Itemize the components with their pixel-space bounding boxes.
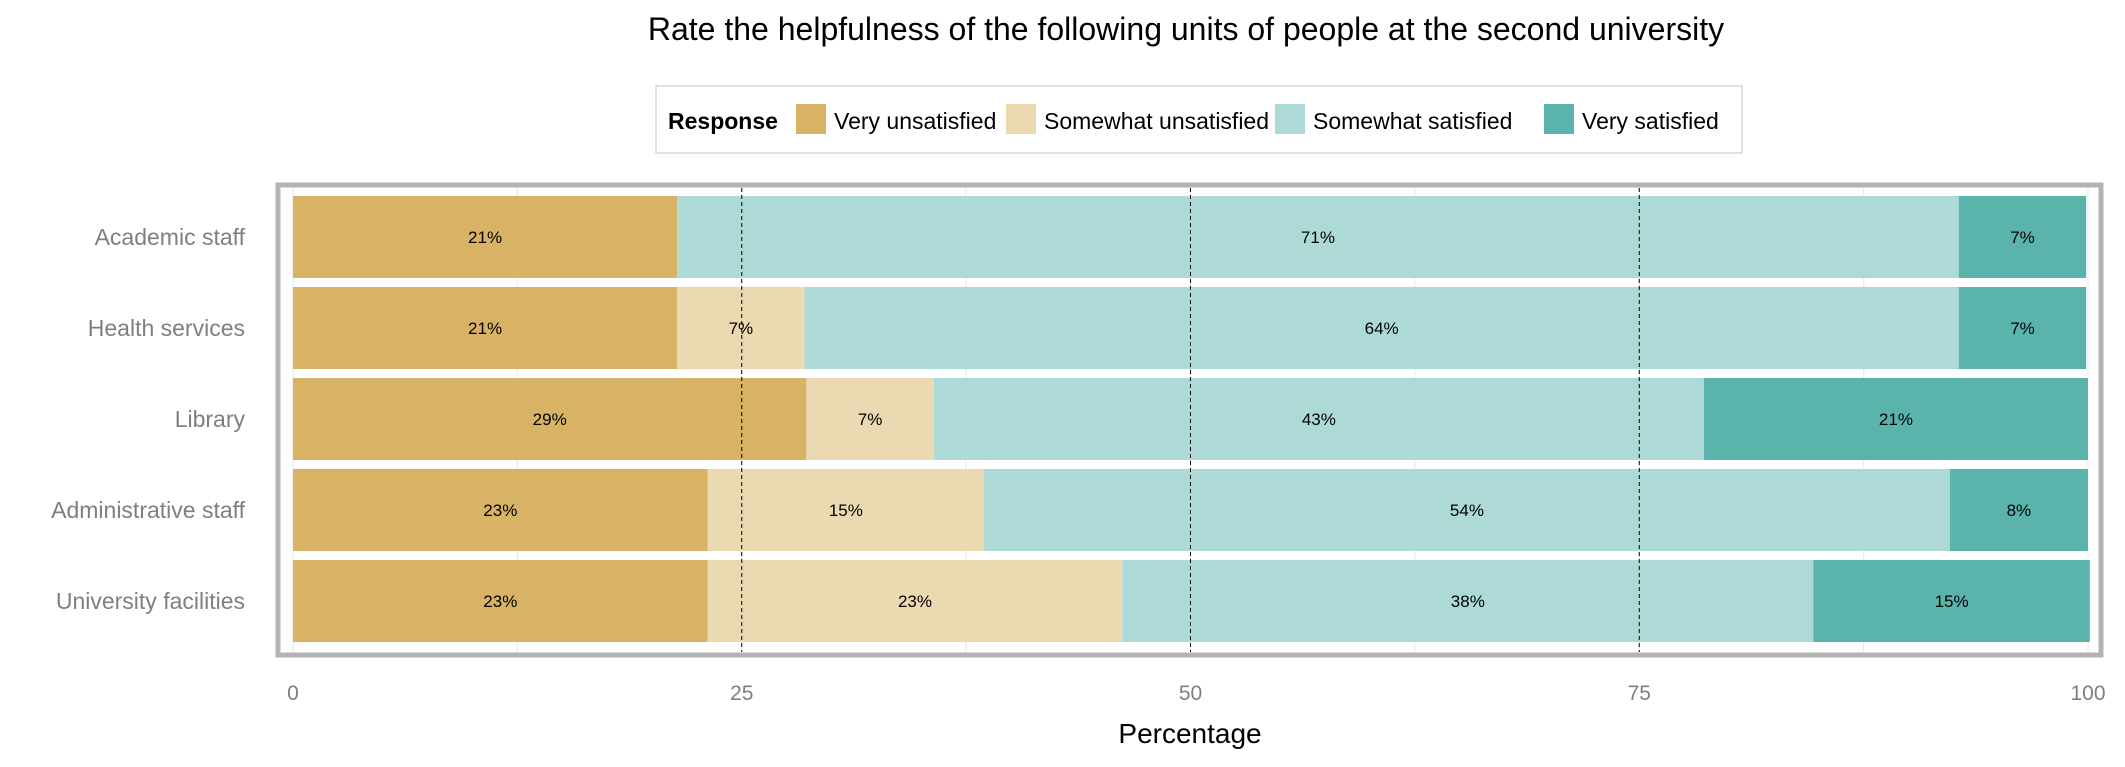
x-tick-label-50: 50 bbox=[1179, 682, 1202, 705]
bar-very-unsatisfied-university-facilities bbox=[293, 560, 708, 642]
category-label-academic-staff: Academic staff bbox=[95, 224, 246, 250]
data-label-somewhat-unsatisfied-administrative-staff: 15% bbox=[829, 501, 863, 520]
bar-very-unsatisfied-academic-staff bbox=[293, 196, 678, 278]
category-label-administrative-staff: Administrative staff bbox=[51, 497, 245, 523]
x-tick-label-100: 100 bbox=[2070, 682, 2105, 705]
legend-label-somewhat-unsatisfied: Somewhat unsatisfied bbox=[1044, 108, 1269, 134]
data-label-somewhat-satisfied-academic-staff: 71% bbox=[1301, 228, 1335, 247]
data-label-very-satisfied-health-services: 7% bbox=[2010, 319, 2035, 338]
legend-key-very-satisfied bbox=[1544, 104, 1574, 134]
x-tick-label-25: 25 bbox=[730, 682, 753, 705]
category-labels: Academic staff Health services Library Admi… bbox=[51, 224, 245, 614]
bar-somewhat-unsatisfied-library bbox=[806, 378, 934, 460]
legend-key-somewhat-unsatisfied bbox=[1006, 104, 1036, 134]
data-label-somewhat-satisfied-administrative-staff: 54% bbox=[1450, 501, 1484, 520]
x-tick-label-0: 0 bbox=[287, 682, 299, 705]
bar-very-unsatisfied-administrative-staff bbox=[293, 469, 708, 551]
data-label-very-satisfied-library: 21% bbox=[1879, 410, 1913, 429]
legend-label-somewhat-satisfied: Somewhat satisfied bbox=[1313, 108, 1512, 134]
category-label-library: Library bbox=[175, 406, 246, 432]
legend-items: Very unsatisfied Somewhat unsatisfied Some… bbox=[796, 104, 1719, 134]
data-label-very-unsatisfied-administrative-staff: 23% bbox=[483, 501, 517, 520]
bar-somewhat-satisfied-administrative-staff bbox=[984, 469, 1950, 551]
x-tick-label-75: 75 bbox=[1628, 682, 1651, 705]
legend: Response Very unsatisfied Somewhat unsati… bbox=[655, 85, 1743, 154]
data-label-somewhat-satisfied-library: 43% bbox=[1302, 410, 1336, 429]
bar-very-satisfied-university-facilities bbox=[1813, 560, 2090, 642]
plot-frame bbox=[275, 182, 2104, 658]
data-label-somewhat-unsatisfied-health-services: 7% bbox=[729, 319, 754, 338]
bar-very-unsatisfied-health-services bbox=[293, 287, 678, 369]
bar-somewhat-satisfied-health-services bbox=[804, 287, 1959, 369]
bar-somewhat-satisfied-academic-staff bbox=[677, 196, 1959, 278]
bar-somewhat-satisfied-library bbox=[933, 378, 1704, 460]
bar-very-satisfied-academic-staff bbox=[1958, 196, 2087, 278]
data-label-very-unsatisfied-academic-staff: 21% bbox=[468, 228, 502, 247]
bar-very-satisfied-health-services bbox=[1958, 287, 2087, 369]
data-label-very-satisfied-administrative-staff: 8% bbox=[2007, 501, 2032, 520]
bar-very-satisfied-library bbox=[1703, 378, 2088, 460]
bar-labels: 21% 71% 7% 21% 7% 64% 7% 29% 7% 43% 21% 23% 15% 54% 8%… bbox=[468, 228, 2035, 611]
x-tick-labels: 0 25 50 75 100 bbox=[287, 682, 2105, 705]
chart-title: Rate the helpfulness of the following un… bbox=[648, 11, 1724, 47]
data-label-very-satisfied-academic-staff: 7% bbox=[2010, 228, 2035, 247]
data-label-somewhat-unsatisfied-university-facilities: 23% bbox=[898, 592, 932, 611]
data-label-very-unsatisfied-university-facilities: 23% bbox=[483, 592, 517, 611]
bar-somewhat-unsatisfied-university-facilities bbox=[707, 560, 1123, 642]
bar-somewhat-satisfied-university-facilities bbox=[1122, 560, 1814, 642]
x-axis-title: Percentage bbox=[1118, 718, 1261, 749]
data-label-very-satisfied-university-facilities: 15% bbox=[1935, 592, 1969, 611]
data-label-very-unsatisfied-library: 29% bbox=[533, 410, 567, 429]
legend-key-somewhat-satisfied bbox=[1275, 104, 1305, 134]
data-label-somewhat-unsatisfied-library: 7% bbox=[858, 410, 883, 429]
legend-label-very-satisfied: Very satisfied bbox=[1582, 108, 1719, 134]
plot-area: 21% 71% 7% 21% 7% 64% 7% 29% 7% 43% 21% 23% 15% 54% 8%… bbox=[275, 182, 2104, 658]
reference-lines bbox=[741, 188, 1640, 652]
legend-label-very-unsatisfied: Very unsatisfied bbox=[834, 108, 996, 134]
category-label-university-facilities: University facilities bbox=[56, 588, 245, 614]
bar-somewhat-unsatisfied-health-services bbox=[677, 287, 805, 369]
legend-key-very-unsatisfied bbox=[796, 104, 826, 134]
bars bbox=[293, 196, 2090, 642]
data-label-very-unsatisfied-health-services: 21% bbox=[468, 319, 502, 338]
data-label-somewhat-satisfied-university-facilities: 38% bbox=[1451, 592, 1485, 611]
bar-somewhat-unsatisfied-administrative-staff bbox=[707, 469, 985, 551]
bar-very-unsatisfied-library bbox=[293, 378, 807, 460]
data-label-somewhat-satisfied-health-services: 64% bbox=[1365, 319, 1399, 338]
bar-very-satisfied-administrative-staff bbox=[1949, 469, 2088, 551]
legend-title: Response bbox=[668, 108, 778, 134]
category-label-health-services: Health services bbox=[88, 315, 245, 341]
